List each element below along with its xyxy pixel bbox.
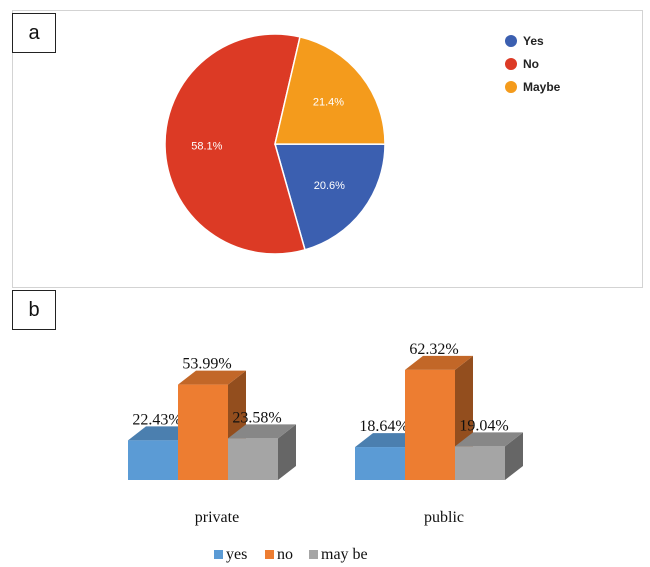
pie-legend-marker-maybe bbox=[505, 81, 517, 93]
pie-label-no: 58.1% bbox=[191, 141, 222, 153]
category-label-private: private bbox=[195, 509, 239, 526]
pie-legend-label-yes: Yes bbox=[523, 34, 544, 48]
pie-legend-label-no: No bbox=[523, 57, 539, 71]
bar-value-label-no-private: 53.99% bbox=[182, 356, 231, 373]
bar-top bbox=[405, 355, 473, 370]
panel-label-a: a bbox=[12, 13, 56, 53]
bar-legend-label-yes: yes bbox=[226, 546, 247, 563]
category-label-public: public bbox=[424, 509, 464, 526]
pie-legend-label-maybe: Maybe bbox=[523, 80, 561, 94]
pie-label-maybe: 21.4% bbox=[313, 97, 344, 109]
pie-slice-yes bbox=[274, 143, 386, 251]
pie-legend-marker-no bbox=[505, 58, 517, 70]
bar-legend-marker-may-be bbox=[309, 550, 318, 559]
bar-legend-marker-no bbox=[265, 550, 274, 559]
bar-value-label-yes-public: 18.64% bbox=[359, 418, 408, 435]
bar-top bbox=[455, 432, 523, 447]
bar-legend-label-no: no bbox=[277, 546, 293, 563]
bar-side bbox=[505, 432, 523, 480]
bar-front bbox=[178, 384, 228, 480]
pie-label-yes: 20.6% bbox=[314, 180, 345, 192]
bar-value-label-no-public: 62.32% bbox=[409, 341, 458, 358]
pie-slice-no bbox=[164, 33, 306, 255]
bar-front bbox=[228, 438, 278, 480]
bar-front bbox=[405, 369, 455, 480]
bar-value-label-yes-private: 22.43% bbox=[132, 411, 181, 428]
bar-top bbox=[228, 424, 296, 439]
bar-front bbox=[355, 447, 405, 480]
panel-label-b: b bbox=[12, 290, 56, 330]
bar-top bbox=[178, 370, 246, 385]
bar-chart: 22.43% 53.99% 23.58% private 18.64% 62.32% 19.… bbox=[128, 341, 523, 526]
bar-legend-marker-yes bbox=[214, 550, 223, 559]
bar-front bbox=[455, 446, 505, 480]
pie-legend-marker-yes bbox=[505, 35, 517, 47]
bar-may-be-private bbox=[228, 424, 296, 480]
bar-legend: yes no may be bbox=[214, 546, 368, 563]
bar-may-be-public bbox=[455, 432, 523, 480]
panel-a-frame bbox=[12, 10, 643, 288]
bar-front bbox=[128, 440, 178, 480]
bar-legend-label-may-be: may be bbox=[321, 546, 368, 563]
bar-side bbox=[278, 424, 296, 480]
pie-slice-maybe bbox=[274, 35, 386, 145]
bar-value-label-may-be-public: 19.04% bbox=[459, 417, 508, 434]
pie-legend: Yes No Maybe bbox=[505, 34, 561, 94]
pie-chart: 20.6% 58.1% 21.4% bbox=[164, 33, 386, 255]
bar-value-label-may-be-private: 23.58% bbox=[232, 409, 281, 426]
